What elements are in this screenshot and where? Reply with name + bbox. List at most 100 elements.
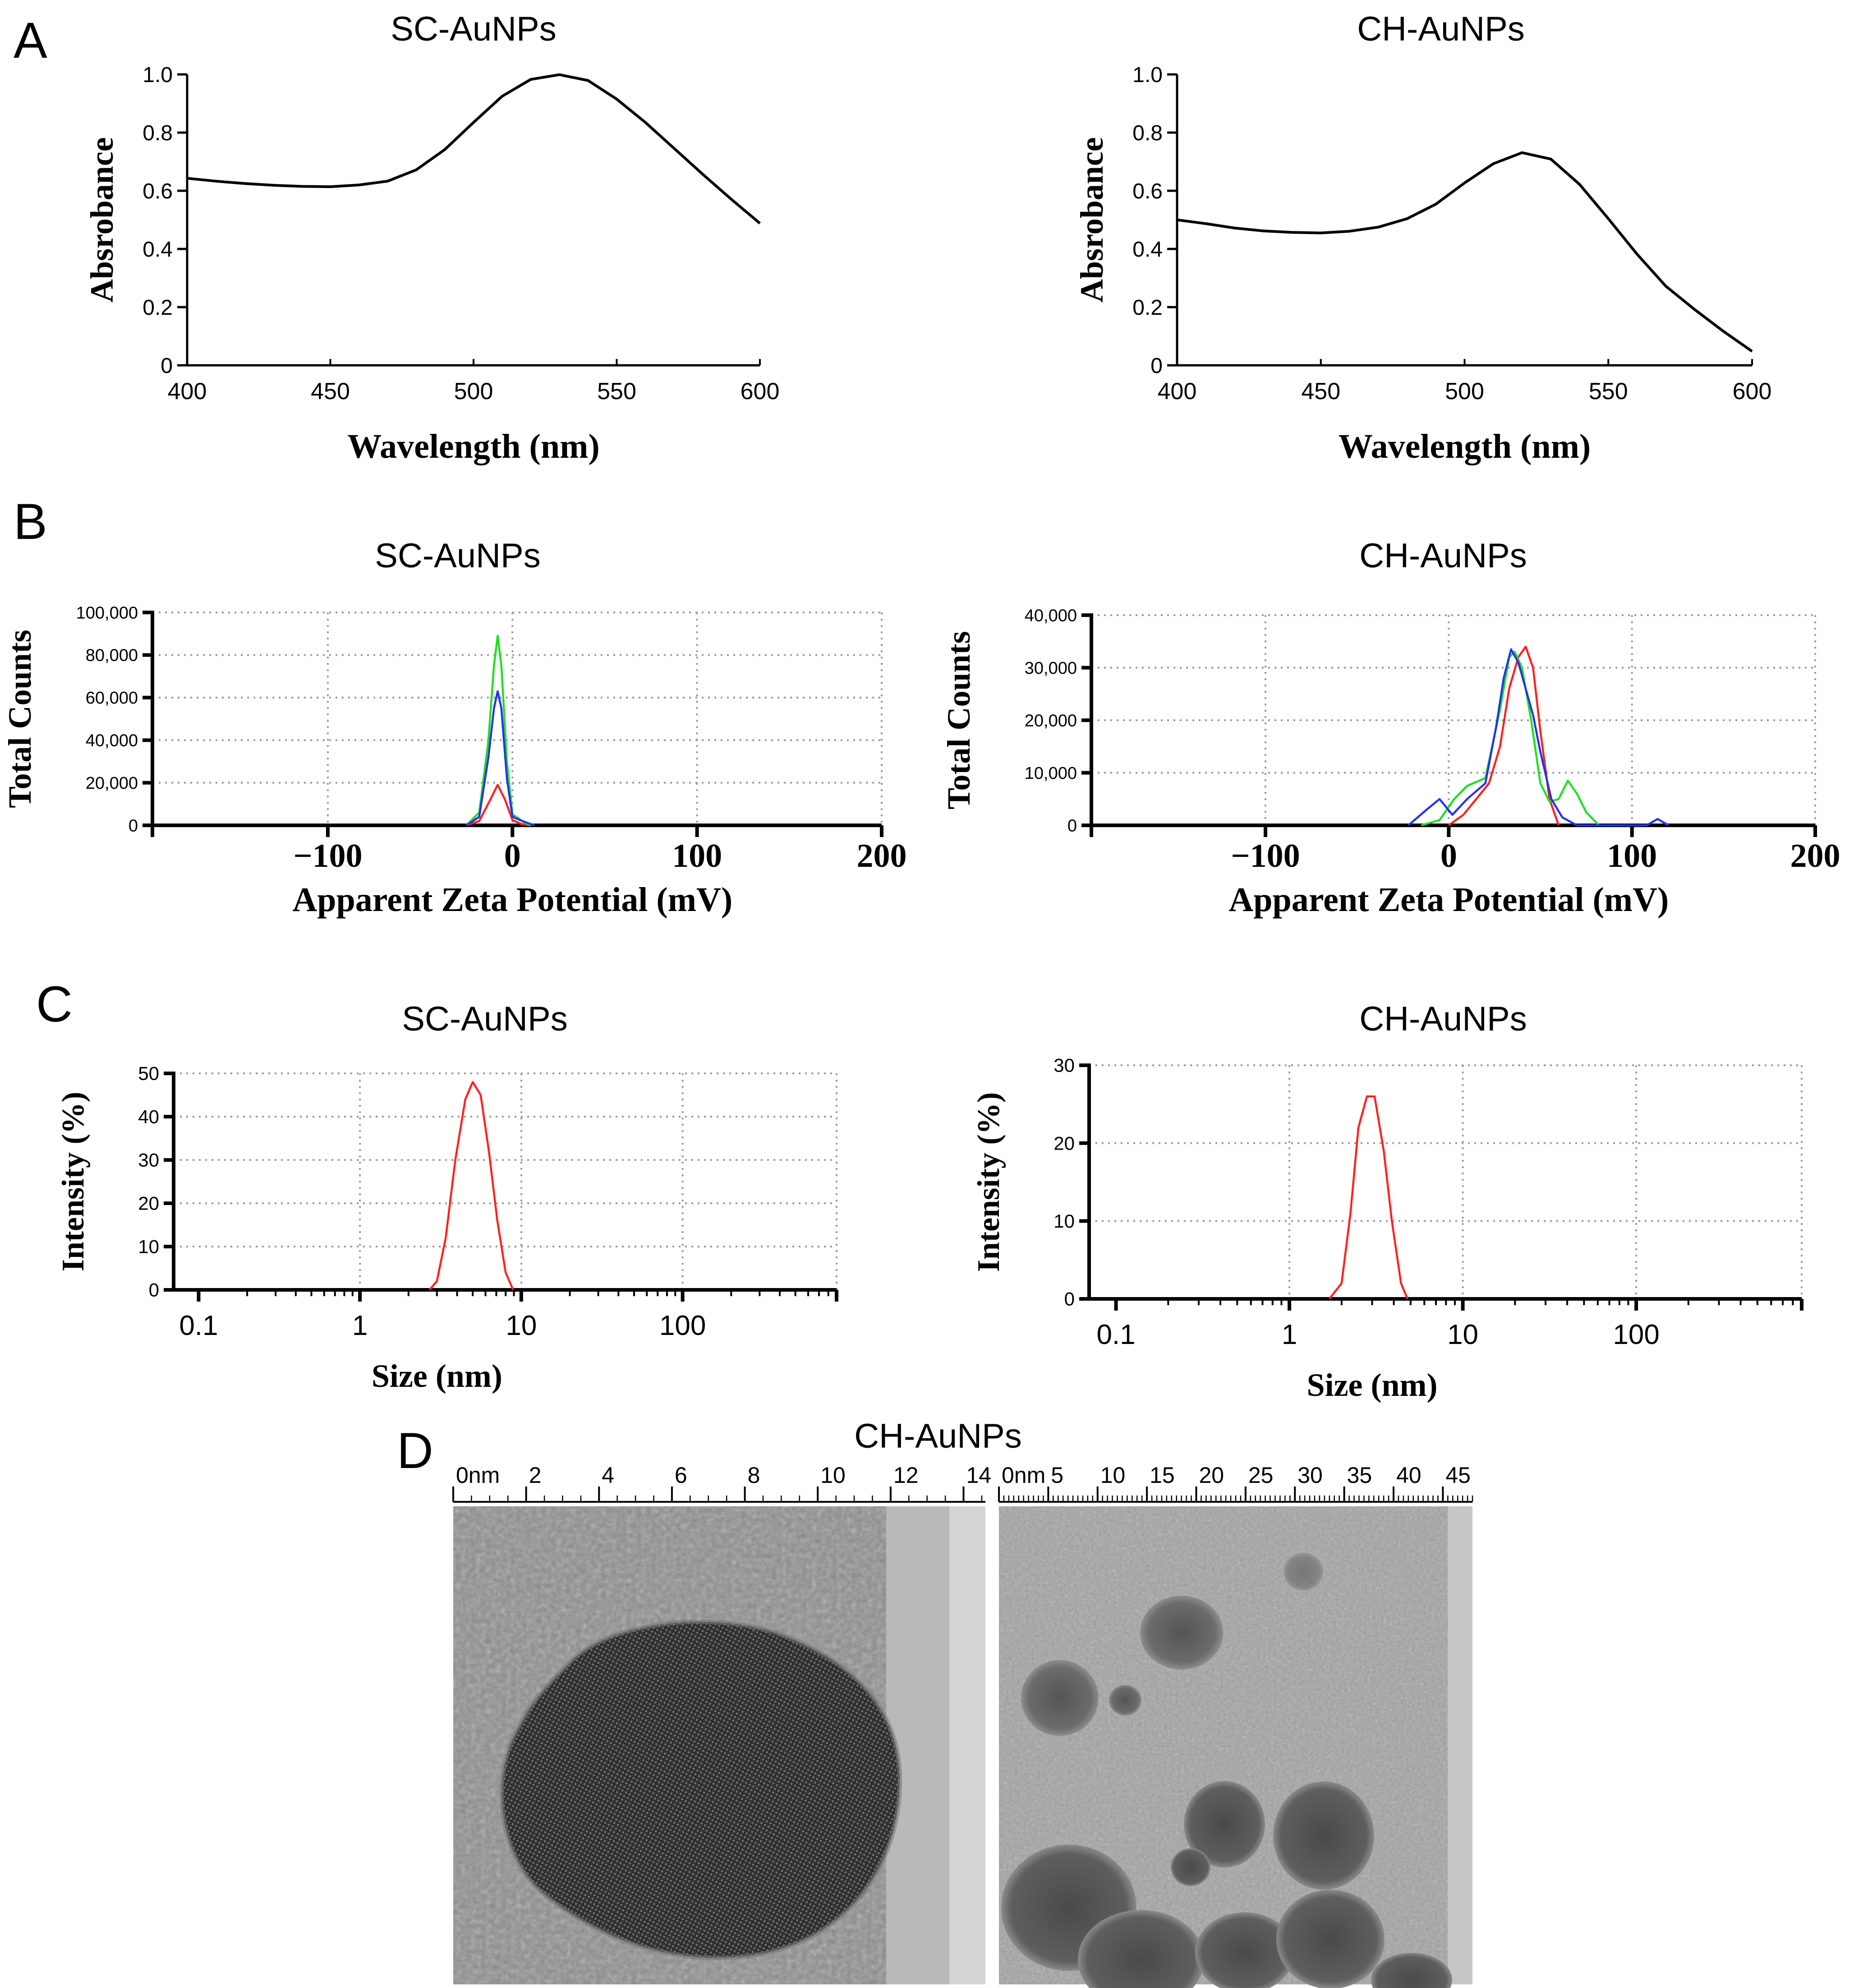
ruler-label: 10: [820, 1463, 846, 1488]
y-axis-label: Absrobance: [1074, 137, 1110, 303]
chart-a-ch-absorbance: CH-AuNPs 0 0.2 0.4 0.6 0.8 1.0 400 450 500 550 600 W…: [1074, 10, 1771, 465]
y-tick-label: 0: [1067, 816, 1077, 835]
series-line-run-red: [1448, 645, 1560, 826]
y-axis-label: Total Counts: [941, 631, 977, 809]
tem-image-high-res: [453, 1506, 985, 1984]
ruler-label: 4: [602, 1463, 614, 1488]
nanoparticle: [1021, 1660, 1099, 1736]
chart-title: SC-AuNPs: [375, 537, 540, 575]
ruler-label: 6: [675, 1463, 687, 1488]
x-tick-label: 450: [1301, 378, 1340, 405]
ruler-label: 0nm: [1002, 1463, 1045, 1488]
series-line-intensity: [1328, 1095, 1409, 1300]
ruler-label: 30: [1297, 1463, 1323, 1488]
panel-label-d: D: [397, 1422, 433, 1479]
series-line-run-blue: [465, 690, 535, 827]
y-tick-label: 40,000: [86, 732, 138, 750]
ruler-label: 15: [1150, 1463, 1175, 1488]
y-tick-label: 30,000: [1025, 659, 1077, 678]
tem-panel: CH-AuNPs: [452, 1417, 1473, 1988]
nanoparticle: [1284, 1553, 1323, 1591]
x-axis-label: Apparent Zeta Potential (mV): [1228, 881, 1669, 919]
x-axis-label: Size (nm): [1307, 1367, 1438, 1403]
x-tick-label: 1: [352, 1310, 368, 1341]
x-tick-label: 500: [454, 378, 493, 405]
x-tick-label: 0.1: [1096, 1319, 1135, 1350]
x-tick-label: 200: [857, 838, 907, 874]
nanoparticle: [1276, 1890, 1385, 1988]
panel-label-b: B: [14, 493, 47, 550]
ruler-label: 40: [1396, 1463, 1422, 1488]
x-tick-label: 10: [506, 1310, 537, 1341]
y-tick-label: 1.0: [1132, 63, 1163, 87]
x-axis-label: Size (nm): [372, 1358, 502, 1394]
y-tick-label: 0.8: [143, 121, 173, 145]
y-tick-label: 0.4: [1132, 238, 1163, 262]
chart-title: SC-AuNPs: [402, 1000, 567, 1038]
x-tick-label: 400: [1158, 378, 1197, 405]
y-tick-label: 10,000: [1025, 764, 1077, 783]
x-axis-label: Apparent Zeta Potential (mV): [292, 881, 732, 919]
nanoparticle: [1140, 1596, 1223, 1670]
x-tick-label: 0: [504, 838, 521, 874]
y-tick-label: 0.8: [1132, 121, 1163, 145]
y-tick-label: 40,000: [1025, 606, 1077, 625]
ruler-label: 14: [966, 1463, 992, 1488]
nanoparticle: [1109, 1685, 1141, 1716]
chart-title: SC-AuNPs: [391, 10, 556, 48]
chart-c-ch-size: CH-AuNPs 0 10 20 30 0.1 1 10 100 Size (nm) Intensi…: [971, 1000, 1803, 1403]
x-tick-label: 10: [1447, 1319, 1478, 1350]
chart-b-ch-zeta: CH-AuNPs 0 10,000 20,000 30,000 40,000 −100 0 10…: [941, 537, 1840, 919]
x-tick-label: 400: [168, 378, 207, 405]
y-tick-label: 0: [161, 354, 173, 378]
x-tick-label: 550: [597, 378, 636, 405]
x-tick-label: 550: [1589, 378, 1628, 405]
y-tick-label: 100,000: [76, 603, 138, 622]
ruler-label: 2: [529, 1463, 542, 1488]
ruler-label: 12: [893, 1463, 919, 1488]
gold-nanoparticle-lattice: [501, 1621, 900, 1958]
x-tick-label: 200: [1790, 838, 1840, 874]
nanoparticle: [1273, 1781, 1374, 1890]
nanoparticle: [1371, 1953, 1452, 1988]
y-axis-label: Total Counts: [2, 630, 38, 808]
series-line-intensity: [428, 1081, 514, 1291]
nanoparticle: [1195, 1912, 1294, 1988]
series-line-run-green: [465, 635, 532, 827]
x-axis-label: Wavelength (nm): [1339, 428, 1591, 465]
y-tick-label: 0.4: [143, 238, 173, 262]
chart-title: CH-AuNPs: [1357, 10, 1525, 48]
x-tick-label: 450: [311, 378, 350, 405]
ruler-label: 0nm: [456, 1463, 500, 1488]
ruler-label: 25: [1248, 1463, 1274, 1488]
y-tick-label: 20,000: [86, 774, 138, 793]
x-tick-label: 100: [1607, 838, 1657, 874]
ruler-label: 35: [1347, 1463, 1372, 1488]
x-tick-label: 1: [1282, 1319, 1297, 1350]
y-tick-label: 0.6: [1132, 179, 1163, 203]
y-tick-label: 20,000: [1025, 711, 1077, 730]
tem-title: CH-AuNPs: [854, 1417, 1022, 1455]
y-tick-label: 50: [138, 1063, 159, 1084]
x-tick-label: 0.1: [179, 1310, 218, 1341]
y-tick-label: 80,000: [86, 646, 138, 665]
x-tick-label: 600: [1733, 378, 1772, 405]
y-axis-label: Absrobance: [84, 137, 120, 303]
nanoparticle: [1184, 1781, 1265, 1868]
ruler-label: 8: [748, 1463, 760, 1488]
chart-title: CH-AuNPs: [1359, 537, 1527, 575]
x-tick-label: 100: [1613, 1319, 1659, 1350]
y-tick-label: 10: [1054, 1210, 1075, 1232]
y-tick-label: 30: [1054, 1055, 1075, 1076]
y-tick-label: 0.2: [1132, 296, 1163, 320]
tem-scale-left: 0nm 2 4 6 8 10 12 14: [452, 1463, 992, 1503]
series-line-run-red: [466, 784, 531, 827]
x-tick-label: 100: [659, 1310, 706, 1341]
y-axis-label: Intensity (%): [971, 1092, 1006, 1272]
chart-b-sc-zeta: SC-AuNPs 0 20,000 40,000 60,000 80,000 100,000…: [2, 537, 907, 919]
chart-c-sc-size: SC-AuNPs 0 10 20 30 40 50 0.1 1 10 100 Size (nm) Int…: [56, 1000, 838, 1394]
y-tick-label: 0: [149, 1279, 159, 1301]
series-line-absorbance: [1177, 151, 1753, 353]
panel-label-c: C: [36, 976, 73, 1032]
